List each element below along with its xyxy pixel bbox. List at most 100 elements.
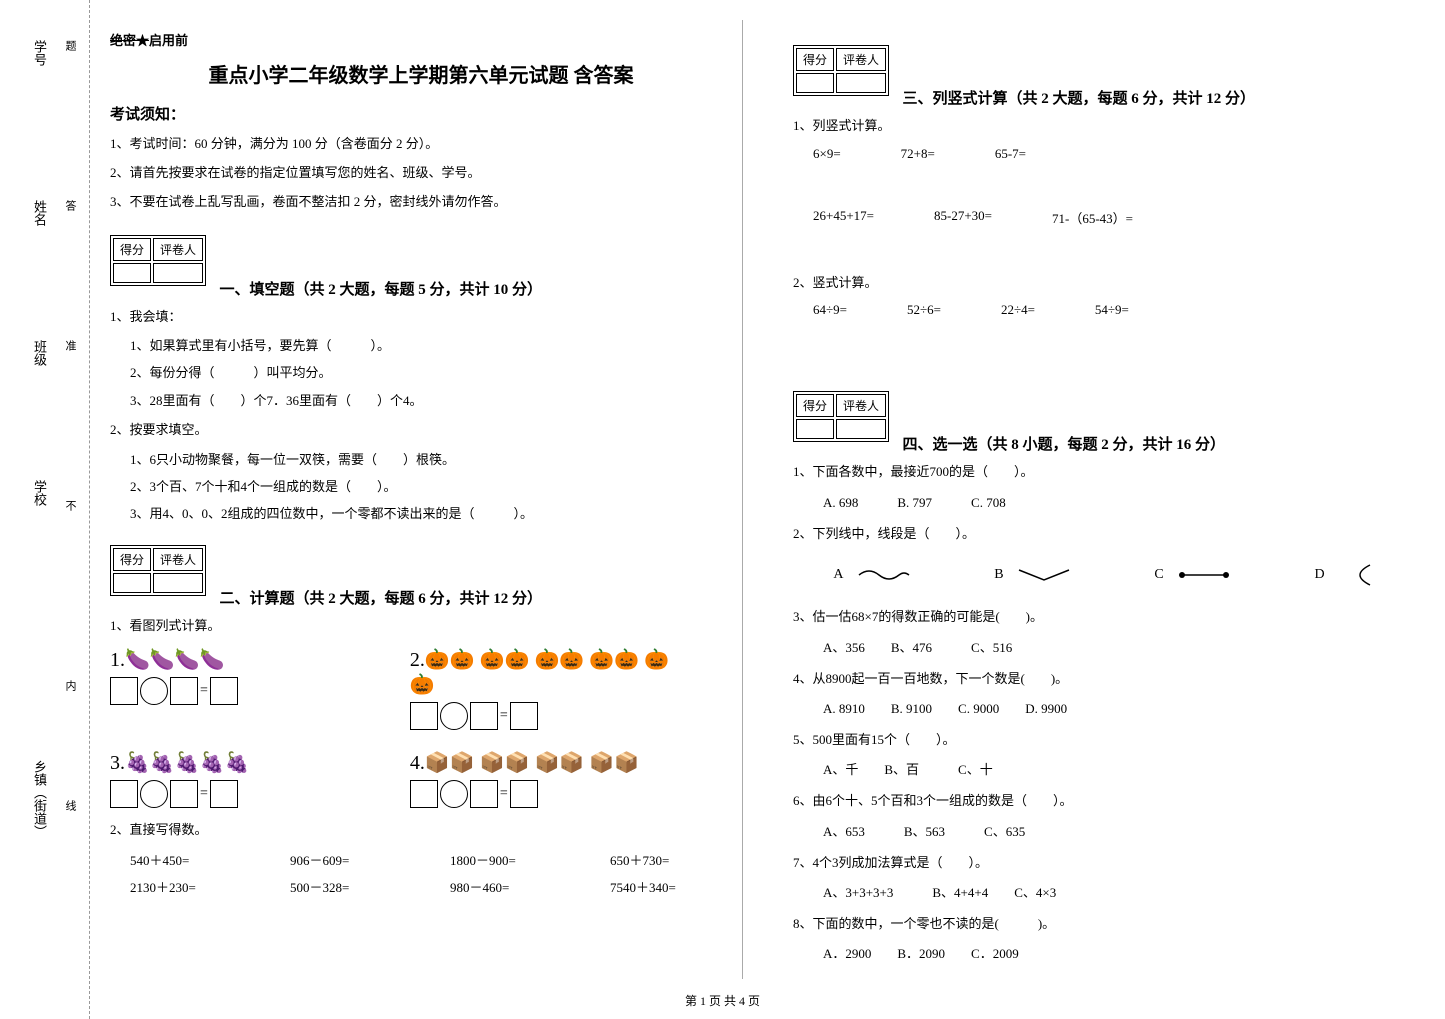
score-cell[interactable] — [113, 573, 151, 593]
line-options: A B C D — [793, 560, 1415, 590]
answer-box[interactable] — [170, 780, 198, 808]
score-cell[interactable] — [796, 73, 834, 93]
question-1-2: 2、按要求填空。 — [110, 418, 732, 441]
section-2-header: 得分评卷人 二、计算题（共 2 大题，每题 6 分，共计 12 分） — [110, 530, 732, 608]
calc-item: 22÷4= — [1001, 302, 1035, 318]
answer-circle[interactable] — [140, 780, 168, 808]
answer-boxes: = — [110, 780, 390, 808]
answer-boxes: = — [110, 677, 390, 705]
calc-item: 52÷6= — [907, 302, 941, 318]
question-3-2: 2、竖式计算。 — [793, 271, 1415, 294]
page-content: 绝密★启用前 重点小学二年级数学上学期第六单元试题 含答案 考试须知： 1、考试… — [100, 20, 1425, 979]
score-box: 得分评卷人 — [793, 391, 889, 442]
notice-header: 考试须知： — [110, 103, 732, 124]
line-opt-b: B — [994, 565, 1073, 585]
score-label: 得分 — [113, 548, 151, 571]
calc-item: 906－609= — [290, 850, 410, 869]
sub-question: 3、28里面有（ ）个7．36里面有（ ）个4。 — [130, 389, 732, 412]
right-column: 得分评卷人 三、列竖式计算（共 2 大题，每题 6 分，共计 12 分） 1、列… — [783, 20, 1425, 979]
answer-box[interactable] — [170, 677, 198, 705]
question-4-8: 8、下面的数中，一个零也不读的是( )。 — [793, 912, 1415, 935]
score-cell[interactable] — [796, 419, 834, 439]
calc-item: 64÷9= — [813, 302, 847, 318]
binding-dotted: 答 — [62, 200, 78, 211]
question-2-2: 2、直接写得数。 — [110, 818, 732, 841]
calc-item: 540＋450= — [130, 850, 250, 869]
options-4-7: A、3+3+3+3 B、4+4+4 C、4×3 — [823, 880, 1415, 906]
calc-row: 540＋450= 906－609= 1800－900= 650＋730= — [130, 850, 732, 869]
binding-dotted: 不 — [62, 500, 78, 511]
calc-item: 7540＋340= — [610, 877, 730, 896]
options-4-4: A. 8910 B. 9100 C. 9000 D. 9900 — [823, 696, 1415, 722]
calc-item: 26+45+17= — [813, 208, 874, 227]
question-4-2: 2、下列线中，线段是（ ）。 — [793, 522, 1415, 545]
line-opt-c: C — [1154, 565, 1233, 585]
curve-icon — [854, 565, 914, 585]
pic-problem-2: 2.🎃🎃 🎃🎃 🎃🎃 🎃🎃 🎃🎃 = — [410, 647, 690, 730]
sub-question: 1、6只小动物聚餐，每一位一双筷，需要（ ）根筷。 — [130, 448, 732, 471]
calc-item: 1800－900= — [450, 850, 570, 869]
segment-icon — [1174, 565, 1234, 585]
score-box: 得分评卷人 — [793, 45, 889, 96]
options-4-5: A、千 B、百 C、十 — [823, 757, 1415, 783]
answer-box[interactable] — [210, 780, 238, 808]
confidential-text: 启用前 — [149, 33, 188, 48]
grader-label: 评卷人 — [153, 238, 203, 261]
calc-item: 2130＋230= — [130, 877, 250, 896]
pic-problem-3: 3.🍇🍇🍇🍇🍇 = — [110, 750, 390, 808]
binding-dotted: 准 — [62, 340, 78, 351]
pic-problem-1: 1.🍆🍆🍆🍆 = — [110, 647, 390, 730]
answer-circle[interactable] — [140, 677, 168, 705]
grader-label: 评卷人 — [836, 394, 886, 417]
answer-box[interactable] — [510, 702, 538, 730]
line-opt-d: D — [1314, 560, 1374, 590]
sub-question: 2、每份分得（ ）叫平均分。 — [130, 361, 732, 384]
grader-label: 评卷人 — [153, 548, 203, 571]
opt-label: D — [1314, 567, 1324, 583]
answer-box[interactable] — [470, 702, 498, 730]
answer-box[interactable] — [110, 677, 138, 705]
question-4-5: 5、500里面有15个（ ）。 — [793, 728, 1415, 751]
calc-item: 54÷9= — [1095, 302, 1129, 318]
score-label: 得分 — [113, 238, 151, 261]
section-4-title: 四、选一选（共 8 小题，每题 2 分，共计 16 分） — [903, 433, 1226, 454]
score-box: 得分评卷人 — [110, 235, 206, 286]
question-4-7: 7、4个3列成加法算式是（ ）。 — [793, 851, 1415, 874]
binding-dotted: 线 — [62, 800, 78, 811]
grader-cell[interactable] — [153, 263, 203, 283]
equals: = — [200, 683, 208, 699]
left-column: 绝密★启用前 重点小学二年级数学上学期第六单元试题 含答案 考试须知： 1、考试… — [100, 20, 743, 979]
angle-icon — [1014, 565, 1074, 585]
opt-label: B — [994, 567, 1003, 583]
score-box: 得分评卷人 — [110, 545, 206, 596]
calc-item: 650＋730= — [610, 850, 730, 869]
confidential-prefix: 绝密★ — [110, 33, 149, 48]
exam-title: 重点小学二年级数学上学期第六单元试题 含答案 — [110, 59, 732, 88]
answer-box[interactable] — [210, 677, 238, 705]
answer-box[interactable] — [410, 702, 438, 730]
answer-box[interactable] — [110, 780, 138, 808]
confidential-label: 绝密★启用前 — [110, 30, 732, 49]
score-label: 得分 — [796, 48, 834, 71]
opt-label: C — [1154, 567, 1163, 583]
equals: = — [200, 786, 208, 802]
binding-label-town: 乡镇（街道） — [30, 760, 49, 838]
answer-box[interactable] — [470, 780, 498, 808]
line-opt-a: A — [833, 565, 913, 585]
picture-problems: 1.🍆🍆🍆🍆 = 2.🎃🎃 🎃🎃 🎃🎃 🎃🎃 🎃🎃 = — [110, 647, 732, 808]
answer-box[interactable] — [410, 780, 438, 808]
calc-item: 65-7= — [995, 146, 1026, 162]
page-footer: 第 1 页 共 4 页 — [0, 992, 1445, 1009]
question-3-1: 1、列竖式计算。 — [793, 114, 1415, 137]
grader-cell[interactable] — [836, 419, 886, 439]
score-label: 得分 — [796, 394, 834, 417]
answer-box[interactable] — [510, 780, 538, 808]
score-cell[interactable] — [113, 263, 151, 283]
question-4-1: 1、下面各数中，最接近700的是（ ）。 — [793, 460, 1415, 483]
answer-circle[interactable] — [440, 780, 468, 808]
answer-circle[interactable] — [440, 702, 468, 730]
sub-question: 3、用4、0、0、2组成的四位数中，一个零都不读出来的是（ ）。 — [130, 502, 732, 525]
grader-cell[interactable] — [836, 73, 886, 93]
calc-item: 71-（65-43）= — [1052, 208, 1133, 227]
grader-cell[interactable] — [153, 573, 203, 593]
